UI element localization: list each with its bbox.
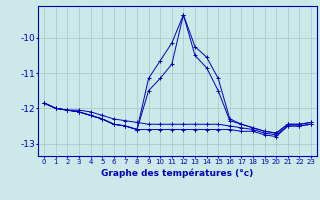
X-axis label: Graphe des températures (°c): Graphe des températures (°c): [101, 168, 254, 178]
